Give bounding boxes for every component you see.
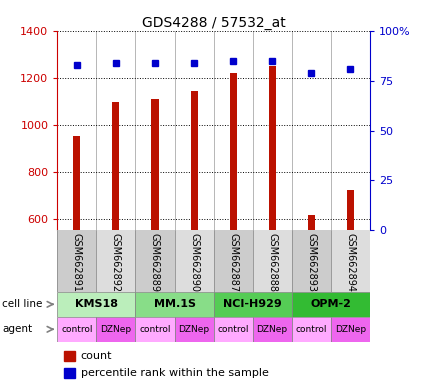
- Text: GSM662889: GSM662889: [150, 233, 160, 293]
- Bar: [190, 91, 198, 230]
- Bar: [57, 230, 96, 292]
- Text: DZNep: DZNep: [100, 325, 131, 334]
- Text: GSM662890: GSM662890: [189, 233, 199, 293]
- Text: MM.1S: MM.1S: [153, 299, 196, 310]
- Bar: [331, 317, 370, 342]
- Bar: [175, 230, 213, 292]
- Bar: [230, 73, 237, 230]
- Bar: [213, 292, 292, 317]
- Bar: [292, 230, 331, 292]
- Text: DZNep: DZNep: [334, 325, 366, 334]
- Bar: [213, 317, 252, 342]
- Text: percentile rank within the sample: percentile rank within the sample: [81, 368, 269, 378]
- Bar: [74, 136, 80, 230]
- Bar: [57, 317, 96, 342]
- Text: agent: agent: [2, 324, 32, 334]
- Bar: [64, 351, 74, 361]
- Bar: [136, 317, 175, 342]
- Text: GSM662891: GSM662891: [72, 233, 82, 293]
- Text: KMS18: KMS18: [75, 299, 118, 310]
- Text: control: control: [139, 325, 171, 334]
- Bar: [292, 292, 370, 317]
- Text: count: count: [81, 351, 112, 361]
- Text: DZNep: DZNep: [257, 325, 288, 334]
- Bar: [347, 190, 354, 230]
- Bar: [175, 317, 213, 342]
- Bar: [96, 230, 136, 292]
- Bar: [64, 368, 74, 379]
- Bar: [151, 99, 159, 230]
- Text: control: control: [217, 325, 249, 334]
- Bar: [308, 215, 314, 230]
- Text: control: control: [61, 325, 93, 334]
- Bar: [136, 292, 213, 317]
- Text: GSM662892: GSM662892: [111, 233, 121, 293]
- Text: cell line: cell line: [2, 299, 42, 310]
- Bar: [331, 230, 370, 292]
- Text: control: control: [295, 325, 327, 334]
- Text: NCI-H929: NCI-H929: [223, 299, 282, 310]
- Text: GSM662894: GSM662894: [345, 233, 355, 293]
- Bar: [252, 317, 292, 342]
- Text: OPM-2: OPM-2: [310, 299, 351, 310]
- Bar: [113, 103, 119, 230]
- Text: GSM662888: GSM662888: [267, 233, 277, 293]
- Text: GSM662887: GSM662887: [228, 233, 238, 293]
- Text: GSM662893: GSM662893: [306, 233, 316, 293]
- Text: DZNep: DZNep: [178, 325, 210, 334]
- Bar: [213, 230, 252, 292]
- Bar: [252, 230, 292, 292]
- Bar: [96, 317, 136, 342]
- Bar: [292, 317, 331, 342]
- Bar: [57, 292, 136, 317]
- Bar: [269, 66, 276, 230]
- Title: GDS4288 / 57532_at: GDS4288 / 57532_at: [142, 16, 286, 30]
- Bar: [136, 230, 175, 292]
